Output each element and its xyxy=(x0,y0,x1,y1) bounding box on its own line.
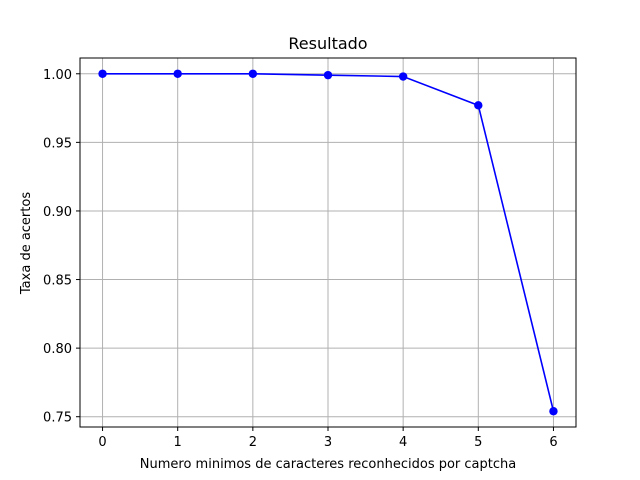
x-tick-label: 0 xyxy=(98,435,106,450)
x-axis-label: Numero minimos de caracteres reconhecido… xyxy=(140,457,516,472)
chart-title: Resultado xyxy=(288,34,367,53)
y-tick-label: 0.95 xyxy=(43,136,72,151)
x-tick-label: 4 xyxy=(399,435,407,450)
y-axis-label: Taxa de acertos xyxy=(19,192,34,295)
data-point xyxy=(549,407,558,416)
series-layer xyxy=(98,69,558,416)
data-point xyxy=(248,69,258,78)
y-tick-label: 0.90 xyxy=(43,205,72,220)
x-tick-label: 6 xyxy=(549,435,557,450)
y-tick-label: 0.80 xyxy=(43,342,72,357)
y-tick-label: 0.85 xyxy=(43,274,72,289)
y-tick-label: 0.75 xyxy=(43,411,72,426)
data-point xyxy=(98,69,107,78)
y-tick-label: 1.00 xyxy=(43,68,72,83)
data-point xyxy=(173,69,182,78)
data-point xyxy=(474,101,483,110)
x-tick-label: 2 xyxy=(249,435,257,450)
x-tick-label: 3 xyxy=(324,435,332,450)
data-point xyxy=(398,72,408,81)
ticks: 0 1 2 3 4 5 6 0.75 0.80 0.85 0.90 0.95 1.00 xyxy=(43,68,558,450)
x-tick-label: 5 xyxy=(474,435,482,450)
x-tick-label: 1 xyxy=(174,435,182,450)
data-point xyxy=(323,70,333,80)
